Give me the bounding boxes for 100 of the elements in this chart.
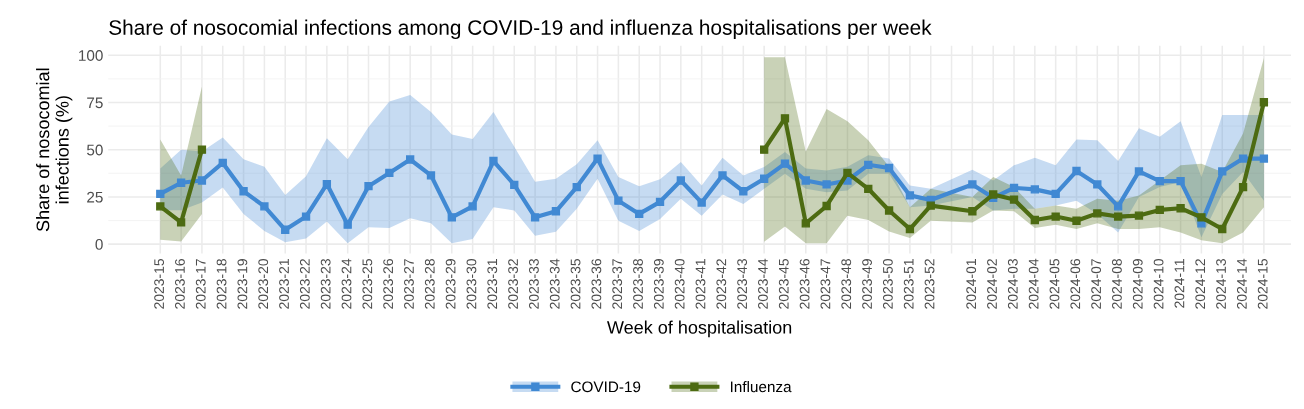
point (426, 171, 436, 180)
point (780, 159, 790, 168)
point (864, 184, 873, 193)
y-tick-label: 0 (95, 239, 103, 250)
point (822, 180, 831, 189)
point (801, 176, 810, 185)
point (989, 190, 998, 199)
point (697, 198, 706, 207)
x-tick-label: 2024-03 (1007, 259, 1018, 309)
x-tick-label: 2023-43 (737, 259, 748, 309)
point (239, 187, 248, 196)
x-tick-label: 2023-22 (299, 259, 310, 309)
x-tick-label: 2023-42 (716, 259, 727, 309)
x-tick-label: 2023-35 (570, 259, 581, 309)
point (884, 206, 894, 215)
point (1176, 204, 1185, 213)
x-tick-label: 2023-16 (175, 259, 185, 309)
x-tick-label: 2024-10 (1153, 258, 1164, 309)
point (510, 180, 519, 189)
point (614, 196, 623, 205)
point (1113, 212, 1123, 221)
x-tick-label: 2023-50 (882, 258, 893, 309)
x-tick-label: 2023-24 (341, 258, 352, 309)
x-tick-label: 2023-20 (258, 258, 269, 309)
point (635, 209, 644, 219)
point (655, 197, 665, 206)
x-tick-label: 2024-13 (1216, 259, 1226, 309)
point (1176, 176, 1185, 186)
y-tick-label: 50 (86, 144, 103, 156)
y-tick-label: 25 (87, 191, 103, 203)
x-tick-label: 2023-25 (362, 259, 373, 309)
x-tick-label: 2024-11 (1174, 259, 1185, 308)
point (843, 168, 852, 178)
point (1009, 195, 1019, 204)
point (1093, 180, 1102, 189)
x-tick-label: 2023-48 (841, 259, 852, 309)
x-tick-label: 2023-21 (279, 259, 289, 309)
point (1072, 166, 1081, 176)
point (1218, 224, 1227, 234)
point (281, 225, 290, 234)
point (1030, 215, 1040, 225)
point (1259, 98, 1269, 107)
point (676, 176, 686, 185)
x-tick-label: 2023-46 (799, 259, 810, 309)
point (1155, 205, 1164, 215)
point (468, 202, 477, 211)
x-tick-label: 2023-37 (612, 259, 623, 309)
point (405, 155, 415, 164)
x-tick-label: 2023-41 (695, 259, 706, 309)
x-tick-label: 2023-49 (862, 259, 872, 309)
point (905, 191, 915, 200)
point (260, 202, 269, 211)
x-tick-label: 2023-34 (549, 258, 560, 309)
x-tick-label: 2023-52 (924, 259, 935, 309)
x-tick-label: 2023-29 (445, 259, 456, 309)
x-tick-label: 2023-18 (216, 259, 227, 309)
x-tick-label: 2023-26 (383, 259, 394, 309)
point (301, 212, 311, 221)
point (739, 187, 748, 196)
point (718, 171, 727, 180)
x-tick-label: 2024-06 (1070, 259, 1081, 309)
point (1259, 154, 1269, 163)
x-tick-label: 2024-15 (1257, 259, 1268, 309)
x-tick-label: 2023-39 (653, 259, 664, 309)
chart-title: Share of nosocomial infections among COVID-19 and influenza hospitalisations per week (109, 19, 932, 40)
point (1009, 183, 1019, 193)
x-tick-label: 2023-32 (508, 259, 518, 309)
x-tick-label: 2023-44 (758, 258, 768, 309)
point (551, 207, 561, 216)
point (593, 154, 602, 163)
point (218, 158, 227, 168)
point (343, 220, 352, 229)
x-tick-label: 2024-14 (1236, 258, 1247, 309)
point (780, 114, 790, 123)
point (884, 163, 894, 173)
point (489, 156, 498, 166)
x-tick-label: 2024-09 (1132, 259, 1143, 309)
x-tick-label: 2023-31 (487, 259, 498, 309)
x-tick-label: 2023-30 (466, 258, 477, 309)
x-tick-label: 2023-36 (591, 259, 602, 309)
x-tick-label: 2023-15 (154, 259, 165, 309)
point (530, 213, 540, 222)
point (1238, 154, 1248, 163)
point (1051, 212, 1060, 221)
point (864, 160, 873, 169)
point (364, 181, 373, 191)
point (905, 224, 915, 234)
x-tick-label: 2024-04 (1028, 258, 1039, 309)
x-tick-label: 2024-07 (1091, 259, 1102, 309)
x-tick-label: 2023-19 (237, 259, 248, 309)
x-tick-label: 2024-08 (1112, 259, 1122, 309)
x-tick-label: 2023-51 (903, 259, 914, 309)
point (759, 174, 769, 183)
legend-label: COVID-19 (571, 381, 641, 393)
point (1072, 216, 1081, 225)
x-tick-label: 2023-38 (633, 259, 643, 309)
x-tick-label: 2024-05 (1049, 259, 1060, 309)
point (1155, 176, 1164, 186)
point (322, 179, 332, 189)
point (1030, 185, 1040, 194)
